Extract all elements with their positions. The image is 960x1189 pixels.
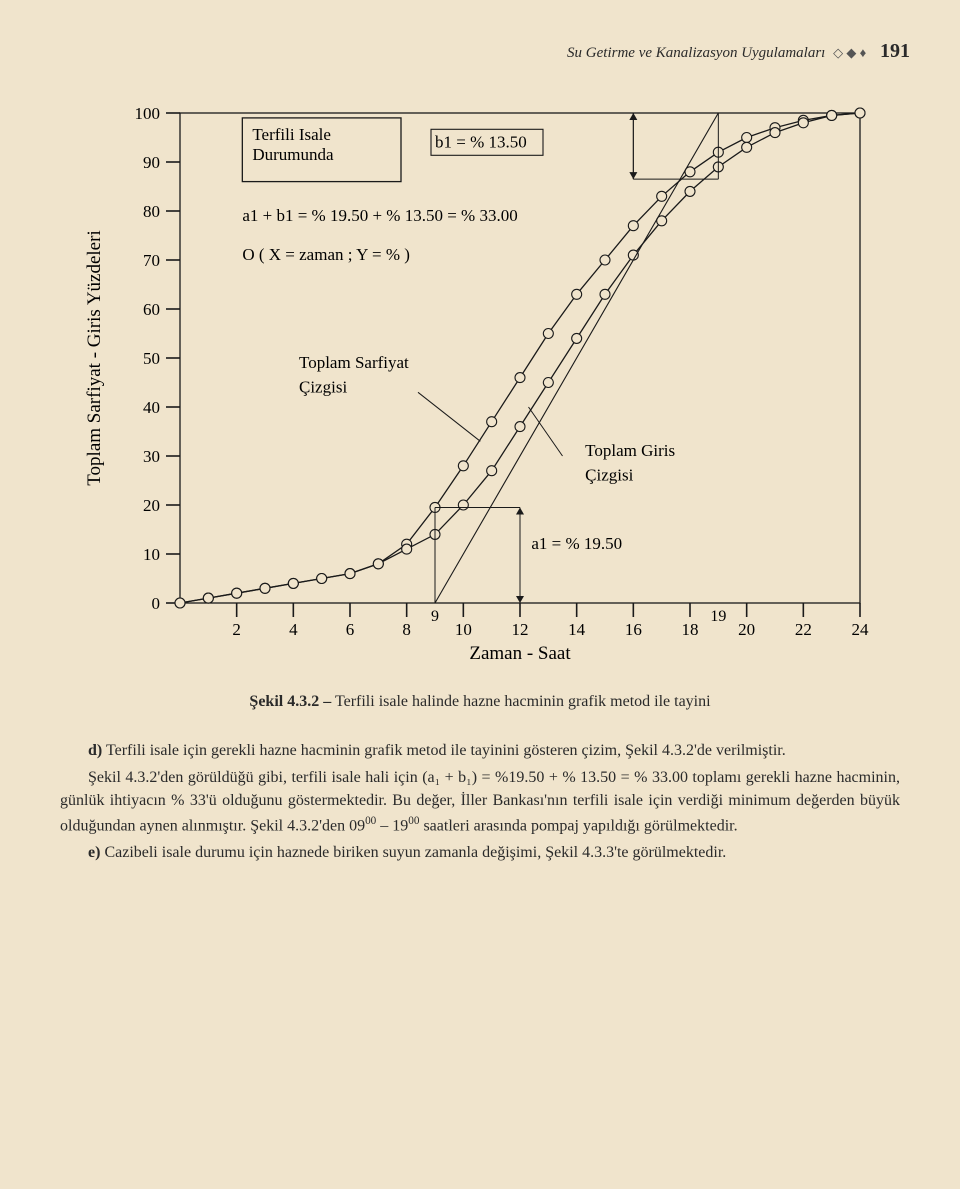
ornament-drops: ◇ ◆ ♦ — [833, 45, 866, 61]
svg-text:20: 20 — [738, 620, 755, 639]
svg-text:18: 18 — [682, 620, 699, 639]
sup-1900: 00 — [408, 815, 419, 827]
svg-text:12: 12 — [512, 620, 529, 639]
sup-0900: 00 — [365, 815, 376, 827]
svg-text:a1 + b1 = % 19.50 + % 13.50 =: a1 + b1 = % 19.50 + % 13.50 = % 33.00 — [242, 206, 517, 225]
para-d-lead: d) — [88, 742, 102, 759]
running-header: Su Getirme ve Kanalizasyon Uygulamaları … — [50, 40, 910, 63]
para-calc-mid: – 19 — [376, 817, 408, 834]
page-number: 191 — [880, 40, 910, 62]
svg-text:9: 9 — [431, 608, 439, 625]
svg-text:22: 22 — [795, 620, 812, 639]
paragraph-e: e) Cazibeli isale durumu için haznede bi… — [60, 841, 900, 864]
chart-svg: 0102030405060708090100246810121416182022… — [70, 83, 890, 683]
svg-text:4: 4 — [289, 620, 298, 639]
svg-text:Çizgisi: Çizgisi — [299, 377, 347, 396]
svg-text:50: 50 — [143, 349, 160, 368]
svg-text:Durumunda: Durumunda — [252, 145, 334, 164]
svg-text:6: 6 — [346, 620, 355, 639]
svg-text:2: 2 — [232, 620, 241, 639]
svg-text:19: 19 — [710, 608, 726, 625]
svg-text:8: 8 — [402, 620, 411, 639]
caption-text: Terfili isale halinde hazne hacminin gra… — [335, 693, 711, 710]
svg-text:O ( X = zaman ; Y = % ): O ( X = zaman ; Y = % ) — [242, 245, 410, 264]
body-text: d) Terfili isale için gerekli hazne hacm… — [60, 739, 900, 864]
svg-text:Çizgisi: Çizgisi — [585, 466, 633, 485]
running-title: Su Getirme ve Kanalizasyon Uygulamaları — [567, 45, 825, 61]
para-e-text: Cazibeli isale durumu için haznede birik… — [104, 844, 726, 861]
svg-text:0: 0 — [152, 594, 161, 613]
svg-text:Toplam Sarfiyat - Giris Yüzdel: Toplam Sarfiyat - Giris Yüzdeleri — [84, 230, 105, 485]
paragraph-calc: Şekil 4.3.2'den görüldüğü gibi, terfili … — [60, 766, 900, 837]
para-calc-2b: saatleri arasında pompaj yapıldığı görül… — [419, 817, 737, 834]
svg-text:80: 80 — [143, 202, 160, 221]
svg-text:10: 10 — [143, 545, 160, 564]
svg-text:60: 60 — [143, 300, 160, 319]
svg-text:90: 90 — [143, 153, 160, 172]
svg-text:Toplam Sarfiyat: Toplam Sarfiyat — [299, 353, 409, 372]
svg-text:24: 24 — [852, 620, 870, 639]
para-e-lead: e) — [88, 844, 100, 861]
svg-text:Terfili Isale: Terfili Isale — [252, 125, 331, 144]
svg-text:Zaman - Saat: Zaman - Saat — [469, 643, 571, 664]
para-calc-2a: aynen alınmıştır. Şekil 4.3.2'den 09 — [140, 817, 366, 834]
svg-text:Toplam Giris: Toplam Giris — [585, 441, 675, 460]
caption-label: Şekil 4.3.2 – — [249, 693, 331, 710]
chart-figure: 0102030405060708090100246810121416182022… — [70, 83, 890, 683]
svg-text:70: 70 — [143, 251, 160, 270]
svg-text:10: 10 — [455, 620, 472, 639]
para-d-text: Terfili isale için gerekli hazne hacmini… — [106, 742, 786, 759]
svg-text:40: 40 — [143, 398, 160, 417]
svg-text:16: 16 — [625, 620, 642, 639]
svg-text:100: 100 — [135, 104, 161, 123]
svg-text:a1 = % 19.50: a1 = % 19.50 — [531, 534, 622, 553]
svg-text:20: 20 — [143, 496, 160, 515]
svg-text:14: 14 — [568, 620, 586, 639]
paragraph-d: d) Terfili isale için gerekli hazne hacm… — [60, 739, 900, 762]
svg-text:b1 = % 13.50: b1 = % 13.50 — [435, 132, 527, 151]
figure-caption: Şekil 4.3.2 – Terfili isale halinde hazn… — [50, 693, 910, 711]
svg-text:30: 30 — [143, 447, 160, 466]
